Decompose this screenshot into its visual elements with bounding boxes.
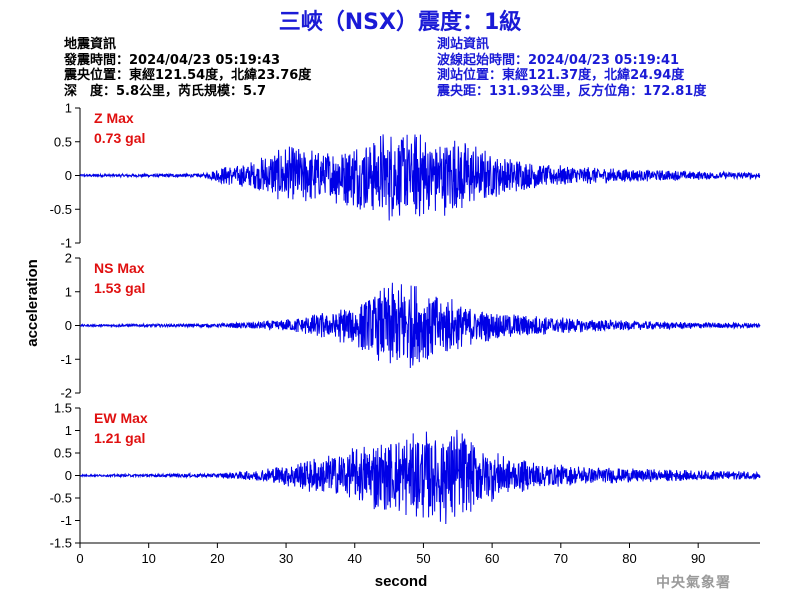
page-title: 三峽（NSX）震度：1級	[278, 10, 522, 35]
waveform-ns	[79, 282, 761, 369]
x-axis-label: second	[375, 573, 428, 590]
x-tick-label: 30	[279, 551, 293, 566]
depth-magnitude: 深 度：5.8公里，芮氏規模：5.7	[64, 83, 267, 99]
y-tick-label-z: -0.5	[50, 202, 72, 217]
y-tick-label-z: 1	[65, 101, 72, 116]
x-tick-label: 80	[622, 551, 636, 566]
max-value-ew: 1.21 gal	[94, 430, 145, 446]
y-tick-label-ew: -0.5	[50, 491, 72, 506]
max-label-ns: NS Max	[94, 260, 145, 276]
y-tick-label-ns: 1	[65, 284, 72, 299]
x-tick-label: 50	[416, 551, 430, 566]
y-tick-label-ew: 1.5	[54, 401, 72, 416]
station-info: 測站資訊 波線起始時間：2024/04/23 05:19:41 測站位置：東經1…	[437, 37, 706, 99]
max-value-z: 0.73 gal	[94, 130, 145, 146]
epicentral-distance: 震央距：131.93公里，反方位角：172.81度	[437, 83, 707, 99]
max-value-ns: 1.53 gal	[94, 280, 145, 296]
y-tick-label-ew: -1.5	[50, 536, 72, 551]
y-tick-label-ns: 2	[65, 251, 72, 266]
station-info-heading: 測站資訊	[437, 37, 490, 52]
waveform-ew	[80, 429, 761, 525]
max-label-z: Z Max	[94, 110, 134, 126]
x-tick-label: 20	[210, 551, 224, 566]
y-tick-label-ns: -2	[60, 386, 72, 401]
x-tick-label: 40	[348, 551, 362, 566]
origin-time: 發震時間：2024/04/23 05:19:43	[64, 52, 281, 68]
y-tick-label-z: -1	[60, 236, 72, 251]
max-label-ew: EW Max	[94, 410, 148, 426]
station-location: 測站位置：東經121.37度，北緯24.94度	[437, 68, 685, 83]
y-tick-label-ew: -1	[60, 513, 72, 528]
waveform-z	[79, 134, 761, 221]
epicenter-location: 震央位置：東經121.54度，北緯23.76度	[64, 68, 312, 83]
x-tick-label: 90	[691, 551, 705, 566]
x-tick-label: 10	[141, 551, 155, 566]
earthquake-info: 地震資訊 發震時間：2024/04/23 05:19:43 震央位置：東經121…	[64, 37, 311, 99]
y-tick-label-ew: 1	[65, 423, 72, 438]
y-tick-label-ew: 0	[65, 468, 72, 483]
y-tick-label-ns: 0	[65, 318, 72, 333]
earthquake-info-heading: 地震資訊	[64, 37, 117, 52]
agency-watermark: 中央氣象署	[656, 575, 731, 591]
y-tick-label-ew: 0.5	[54, 446, 72, 461]
y-tick-label-z: 0.5	[54, 134, 72, 149]
y-tick-label-z: 0	[65, 168, 72, 183]
x-tick-label: 0	[76, 551, 83, 566]
y-axis-label: acceleration	[24, 259, 41, 347]
x-tick-label: 70	[554, 551, 568, 566]
waveform-start-time: 波線起始時間：2024/04/23 05:19:41	[437, 52, 680, 68]
y-tick-label-ns: -1	[60, 352, 72, 367]
x-tick-label: 60	[485, 551, 499, 566]
